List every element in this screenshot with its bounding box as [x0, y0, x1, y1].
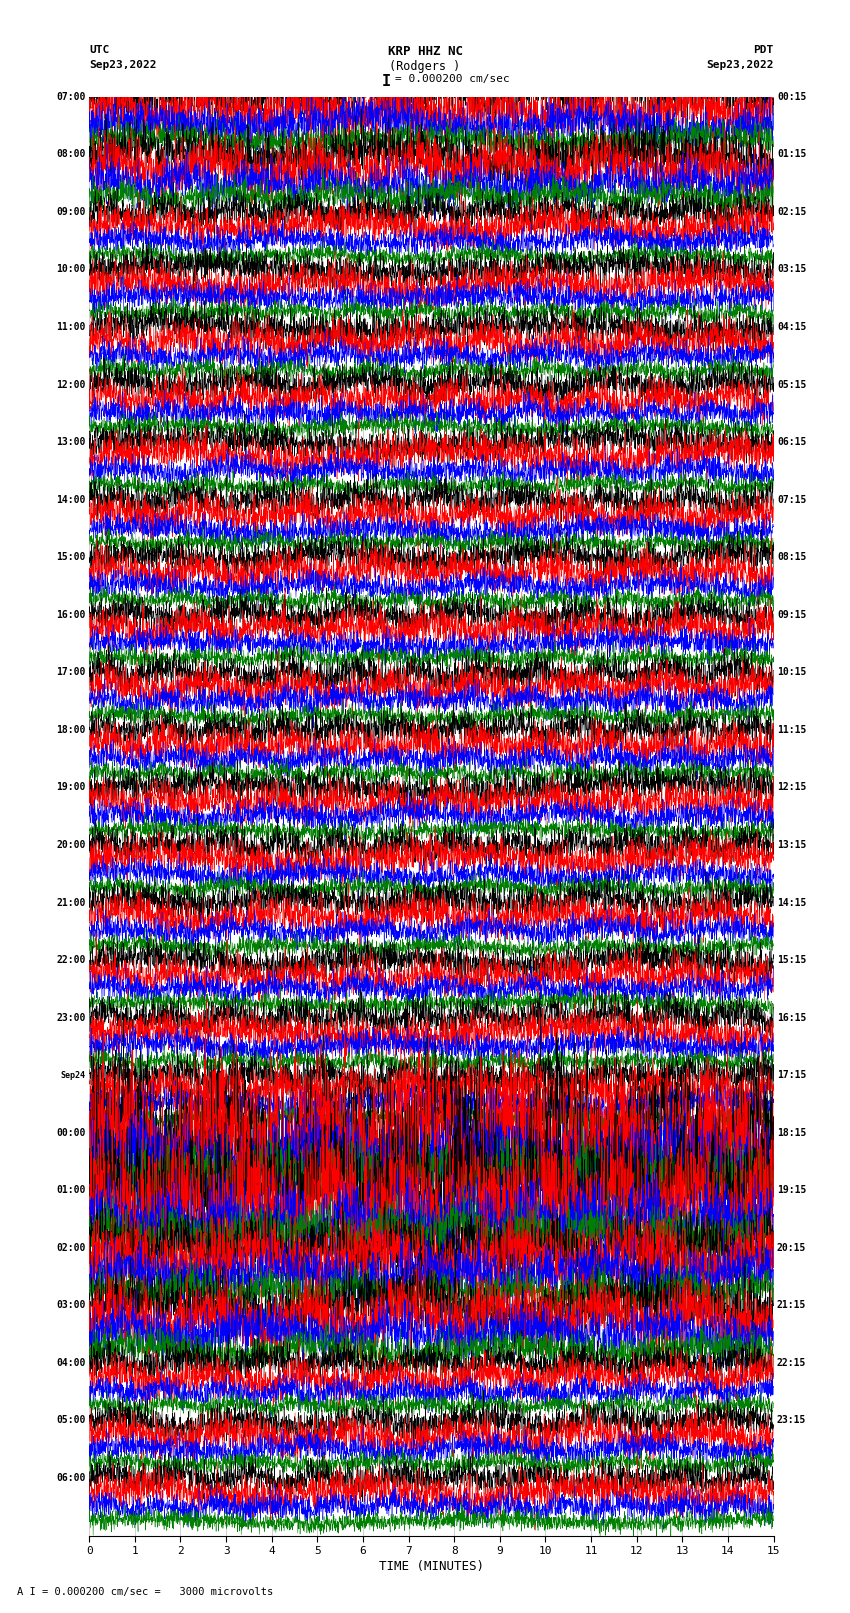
Text: 17:00: 17:00	[56, 668, 86, 677]
Text: 07:15: 07:15	[777, 495, 807, 505]
Text: 02:15: 02:15	[777, 206, 807, 216]
Text: (Rodgers ): (Rodgers )	[389, 60, 461, 73]
Text: 01:00: 01:00	[56, 1186, 86, 1195]
Text: 15:15: 15:15	[777, 955, 807, 965]
Text: 12:15: 12:15	[777, 782, 807, 792]
Text: 00:00: 00:00	[56, 1127, 86, 1137]
X-axis label: TIME (MINUTES): TIME (MINUTES)	[379, 1560, 484, 1573]
Text: 03:15: 03:15	[777, 265, 807, 274]
Text: 10:00: 10:00	[56, 265, 86, 274]
Text: 17:15: 17:15	[777, 1069, 807, 1081]
Text: 18:15: 18:15	[777, 1127, 807, 1137]
Text: 10:15: 10:15	[777, 668, 807, 677]
Text: Sep23,2022: Sep23,2022	[89, 60, 156, 69]
Text: 23:00: 23:00	[56, 1013, 86, 1023]
Text: 19:00: 19:00	[56, 782, 86, 792]
Text: 05:00: 05:00	[56, 1416, 86, 1426]
Text: 05:15: 05:15	[777, 379, 807, 389]
Text: 21:00: 21:00	[56, 897, 86, 908]
Text: 16:00: 16:00	[56, 610, 86, 619]
Text: 15:00: 15:00	[56, 552, 86, 563]
Text: 09:00: 09:00	[56, 206, 86, 216]
Text: KRP HHZ NC: KRP HHZ NC	[388, 45, 462, 58]
Text: 11:15: 11:15	[777, 724, 807, 736]
Text: 11:00: 11:00	[56, 323, 86, 332]
Text: 13:15: 13:15	[777, 840, 807, 850]
Text: 00:15: 00:15	[777, 92, 807, 102]
Text: 06:00: 06:00	[56, 1473, 86, 1482]
Text: 12:00: 12:00	[56, 379, 86, 389]
Text: 07:00: 07:00	[56, 92, 86, 102]
Text: 18:00: 18:00	[56, 724, 86, 736]
Text: Sep24: Sep24	[61, 1071, 86, 1079]
Text: 04:15: 04:15	[777, 323, 807, 332]
Text: 22:15: 22:15	[777, 1358, 807, 1368]
Text: UTC: UTC	[89, 45, 110, 55]
Text: I: I	[382, 74, 391, 89]
Text: 03:00: 03:00	[56, 1300, 86, 1310]
Text: 04:00: 04:00	[56, 1358, 86, 1368]
Text: 16:15: 16:15	[777, 1013, 807, 1023]
Text: = 0.000200 cm/sec: = 0.000200 cm/sec	[395, 74, 510, 84]
Text: 14:00: 14:00	[56, 495, 86, 505]
Text: Sep23,2022: Sep23,2022	[706, 60, 774, 69]
Text: PDT: PDT	[753, 45, 774, 55]
Text: 13:00: 13:00	[56, 437, 86, 447]
Text: 20:00: 20:00	[56, 840, 86, 850]
Text: 08:00: 08:00	[56, 150, 86, 160]
Text: 20:15: 20:15	[777, 1244, 807, 1253]
Text: A I = 0.000200 cm/sec =   3000 microvolts: A I = 0.000200 cm/sec = 3000 microvolts	[17, 1587, 273, 1597]
Text: 21:15: 21:15	[777, 1300, 807, 1310]
Text: 08:15: 08:15	[777, 552, 807, 563]
Text: 01:15: 01:15	[777, 150, 807, 160]
Text: 14:15: 14:15	[777, 897, 807, 908]
Text: 23:15: 23:15	[777, 1416, 807, 1426]
Text: 22:00: 22:00	[56, 955, 86, 965]
Text: 06:15: 06:15	[777, 437, 807, 447]
Text: 02:00: 02:00	[56, 1244, 86, 1253]
Text: 19:15: 19:15	[777, 1186, 807, 1195]
Text: 09:15: 09:15	[777, 610, 807, 619]
